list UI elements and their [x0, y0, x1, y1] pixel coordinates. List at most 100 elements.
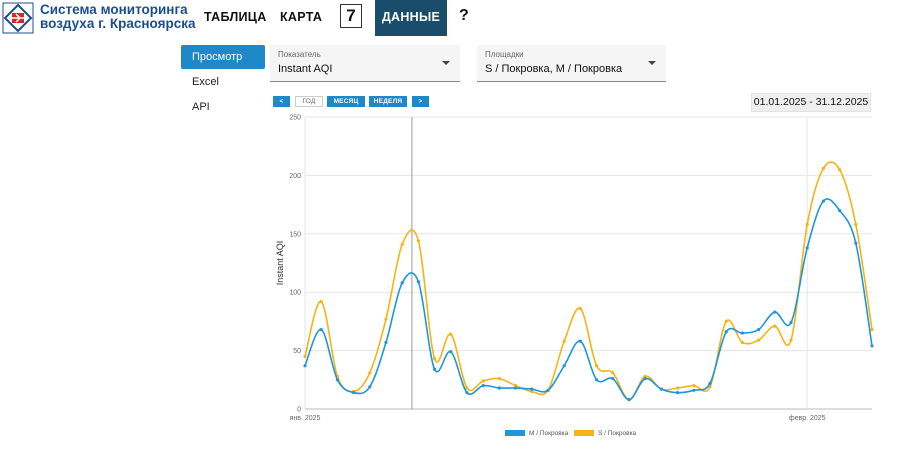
y-tick-label: 150: [289, 231, 301, 238]
data-point-m: [384, 340, 388, 345]
data-point-m: [335, 378, 339, 382]
brand-line2: воздуха г. Красноярска: [40, 16, 196, 31]
data-point-s: [821, 166, 826, 170]
nav-seven-button[interactable]: 7: [340, 4, 362, 28]
sidebar-item-api[interactable]: API: [192, 101, 210, 113]
data-point-s: [303, 354, 307, 359]
data-point-m: [400, 281, 404, 285]
legend-item-s[interactable]: S / Покровка: [574, 428, 636, 440]
data-point-s: [805, 222, 809, 227]
data-point-m: [676, 391, 680, 395]
data-point-m: [352, 391, 356, 395]
data-point-m: [773, 310, 777, 314]
data-point-m: [449, 350, 453, 354]
data-point-m: [562, 364, 566, 368]
data-point-m: [595, 378, 599, 382]
data-point-s: [319, 299, 323, 304]
data-point-s: [368, 371, 372, 375]
sites-select-value: S / Покровка, M / Покровка: [485, 63, 623, 75]
sites-select-label: Площадки: [485, 50, 524, 59]
logo-icon: [2, 2, 34, 34]
data-point-s: [562, 339, 566, 343]
data-point-s: [530, 389, 534, 394]
data-point-m: [514, 386, 518, 390]
data-point-s: [724, 319, 728, 323]
data-point-m: [627, 398, 631, 402]
data-point-m: [465, 391, 469, 395]
data-point-s: [384, 317, 388, 321]
data-point-m: [757, 327, 761, 332]
nav-help-button[interactable]: ?: [459, 7, 469, 24]
data-point-m: [821, 199, 826, 203]
data-point-s: [433, 357, 437, 361]
data-point-m: [546, 388, 550, 392]
period-prev-button[interactable]: <: [273, 96, 290, 107]
data-point-m: [319, 327, 323, 332]
y-tick-label: 0: [297, 407, 301, 414]
data-point-m: [708, 381, 712, 385]
x-tick-label: февр. 2025: [789, 415, 826, 422]
data-point-s: [497, 377, 501, 381]
sidebar-item-view[interactable]: Просмотр: [181, 45, 265, 69]
data-point-s: [514, 384, 518, 388]
data-point-s: [611, 371, 615, 375]
y-tick-label: 250: [289, 115, 301, 122]
aqi-chart: 0 50 100 150 200 250 янв. 2025 февр. 2025 Instan…: [275, 115, 874, 422]
data-point-m: [368, 385, 372, 389]
data-point-m: [611, 377, 615, 381]
period-month-button[interactable]: МЕСЯЦ: [327, 96, 365, 107]
period-next-button[interactable]: >: [412, 96, 429, 107]
y-tick-label: 100: [289, 290, 301, 297]
period-week-button[interactable]: НЕДЕЛЯ: [369, 96, 407, 107]
date-range-display[interactable]: 01.01.2025 - 31.12.2025: [751, 93, 871, 112]
data-point-m: [497, 386, 501, 390]
legend-swatch-m: [505, 430, 525, 437]
sidebar-item-excel[interactable]: Excel: [192, 76, 219, 88]
legend-item-m[interactable]: M / Покровка: [505, 428, 568, 440]
brand-title[interactable]: Система мониторинга воздуха г. Красноярс…: [40, 3, 195, 31]
data-point-m: [805, 246, 809, 250]
data-point-s: [449, 332, 453, 336]
period-year-button[interactable]: ГОД: [295, 96, 323, 107]
series-line-s: [304, 161, 873, 401]
nav-data[interactable]: ДАННЫЕ: [375, 0, 447, 36]
indicator-select-value: Instant AQI: [278, 63, 333, 75]
data-point-m: [854, 241, 858, 245]
legend-label-s: S / Покровка: [598, 430, 637, 437]
data-point-s: [400, 242, 404, 246]
data-point-s: [676, 386, 680, 390]
data-point-s: [595, 364, 599, 368]
data-point-m: [643, 377, 647, 381]
data-point-s: [854, 222, 858, 227]
y-axis-label: Instant AQI: [275, 241, 285, 286]
data-point-m: [789, 320, 793, 325]
legend-label-m: M / Покровка: [529, 430, 569, 437]
data-point-m: [578, 339, 582, 343]
data-point-s: [643, 374, 647, 378]
y-tick-label: 50: [293, 348, 301, 355]
data-point-s: [578, 306, 582, 311]
data-point-s: [773, 324, 777, 328]
x-tick-label: янв. 2025: [290, 415, 321, 422]
data-point-m: [433, 367, 437, 371]
indicator-select[interactable]: Показатель Instant AQI: [270, 45, 460, 82]
data-point-s: [789, 338, 793, 342]
data-point-m: [692, 388, 696, 392]
nav-table[interactable]: ТАБЛИЦА: [204, 10, 267, 24]
data-point-s: [870, 327, 874, 332]
data-point-m: [481, 384, 485, 388]
caret-down-icon: [442, 61, 450, 65]
data-point-m: [416, 280, 420, 284]
y-tick-label: 200: [289, 173, 301, 180]
data-point-s: [838, 167, 842, 172]
nav-map[interactable]: КАРТА: [280, 10, 323, 24]
data-point-s: [481, 379, 485, 383]
data-point-s: [416, 239, 420, 243]
top-nav: Система мониторинга воздуха г. Красноярс…: [0, 0, 900, 36]
data-point-m: [740, 331, 744, 335]
data-point-m: [303, 364, 307, 368]
sites-select[interactable]: Площадки S / Покровка, M / Покровка: [477, 45, 666, 82]
data-point-m: [659, 387, 663, 391]
brand-line1: Система мониторинга: [40, 2, 188, 17]
